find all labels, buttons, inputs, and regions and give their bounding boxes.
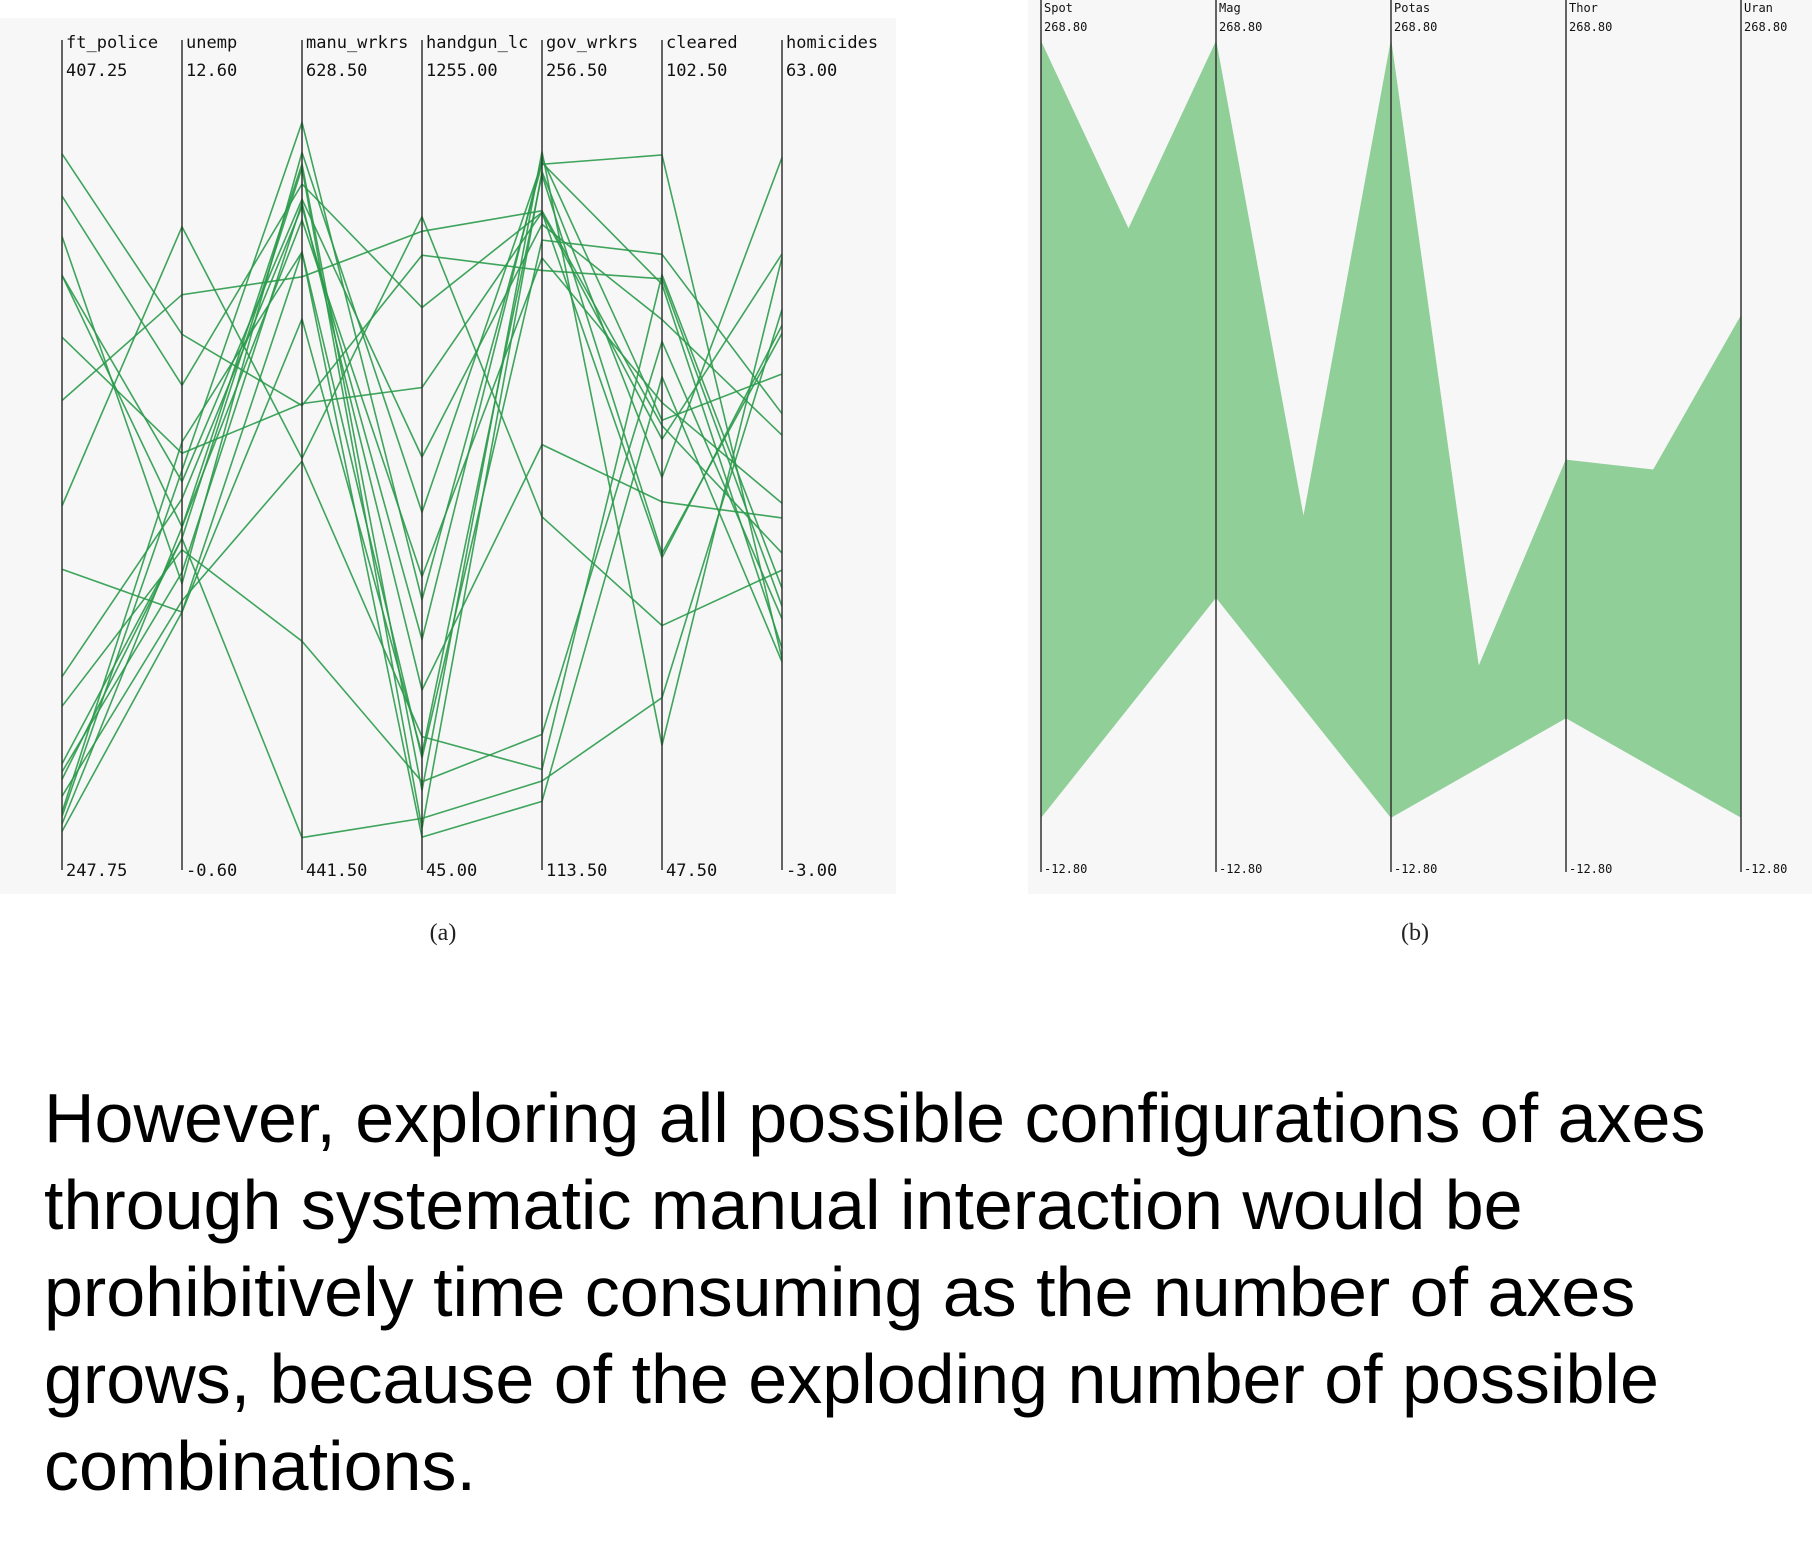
axis-min-unemp: -0.60 xyxy=(186,861,237,881)
panel-b-label: (b) xyxy=(1401,920,1429,946)
axis-name-Mag: Mag xyxy=(1219,1,1241,15)
axis-name-ft_police: ft_police xyxy=(66,33,158,53)
axis-max-Mag: 268.80 xyxy=(1219,20,1262,34)
axis-name-handgun_lc: handgun_lc xyxy=(426,33,528,53)
axis-max-cleared: 102.50 xyxy=(666,61,727,81)
axis-name-unemp: unemp xyxy=(186,33,237,53)
axis-min-Mag: -12.80 xyxy=(1219,862,1262,876)
axis-name-Spot: Spot xyxy=(1044,1,1073,15)
figure: ft_police 407.25 247.75 unemp 12.60 -0.60 manu… xyxy=(0,0,1812,946)
axis-max-unemp: 12.60 xyxy=(186,61,237,81)
parallel-coordinates-panel-a: ft_police 407.25 247.75 unemp 12.60 -0.60 manu… xyxy=(0,18,896,946)
axis-max-ft_police: 407.25 xyxy=(66,61,127,81)
panel-a-label: (a) xyxy=(430,920,457,946)
axis-max-homicides: 63.00 xyxy=(786,61,837,81)
axis-max-Uran: 268.80 xyxy=(1744,20,1787,34)
axis-max-gov_wrkrs: 256.50 xyxy=(546,61,607,81)
axis-min-handgun_lc: 45.00 xyxy=(426,861,477,881)
panel-a-axes: ft_police 407.25 247.75 unemp 12.60 -0.60 manu… xyxy=(61,33,878,881)
axis-name-cleared: cleared xyxy=(666,33,738,53)
axis-min-cleared: 47.50 xyxy=(666,861,717,881)
panel-a-background xyxy=(0,18,896,894)
axis-name-Thor: Thor xyxy=(1569,1,1598,15)
axis-max-Spot: 268.80 xyxy=(1044,20,1087,34)
axis-min-manu_wrkrs: 441.50 xyxy=(306,861,367,881)
axis-max-Potas: 268.80 xyxy=(1394,20,1437,34)
axis-name-gov_wrkrs: gov_wrkrs xyxy=(546,33,638,53)
axis-min-ft_police: 247.75 xyxy=(66,861,127,881)
axis-max-Thor: 268.80 xyxy=(1569,20,1612,34)
axis-min-Thor: -12.80 xyxy=(1569,862,1612,876)
parallel-coordinates-panel-b: Spot 268.80 -12.80 Mag 268.80 -12.80 Potas 268.… xyxy=(1028,0,1812,946)
axis-min-homicides: -3.00 xyxy=(786,861,837,881)
axis-min-Spot: -12.80 xyxy=(1044,862,1087,876)
axis-min-Uran: -12.80 xyxy=(1744,862,1787,876)
axis-name-Potas: Potas xyxy=(1394,1,1430,15)
axis-max-manu_wrkrs: 628.50 xyxy=(306,61,367,81)
axis-min-gov_wrkrs: 113.50 xyxy=(546,861,607,881)
axis-max-handgun_lc: 1255.00 xyxy=(426,61,498,81)
axis-min-Potas: -12.80 xyxy=(1394,862,1437,876)
axis-name-homicides: homicides xyxy=(786,33,878,53)
axis-name-manu_wrkrs: manu_wrkrs xyxy=(306,33,408,53)
axis-name-Uran: Uran xyxy=(1744,1,1773,15)
panel-b-axes: Spot 268.80 -12.80 Mag 268.80 -12.80 Potas 268.… xyxy=(1040,0,1787,876)
caption-text: However, exploring all possible configur… xyxy=(44,1079,1706,1505)
